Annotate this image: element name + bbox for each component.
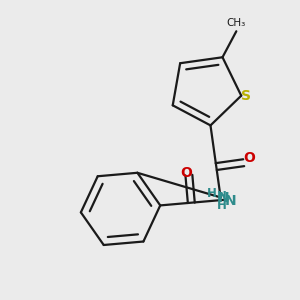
Text: H: H xyxy=(207,188,217,200)
Text: N: N xyxy=(218,191,229,205)
Text: O: O xyxy=(180,167,192,180)
Text: H: H xyxy=(217,190,227,202)
Text: N: N xyxy=(225,194,237,208)
Text: CH₃: CH₃ xyxy=(227,19,246,28)
Text: O: O xyxy=(244,151,255,164)
Text: H: H xyxy=(217,199,227,212)
Text: S: S xyxy=(241,89,251,103)
